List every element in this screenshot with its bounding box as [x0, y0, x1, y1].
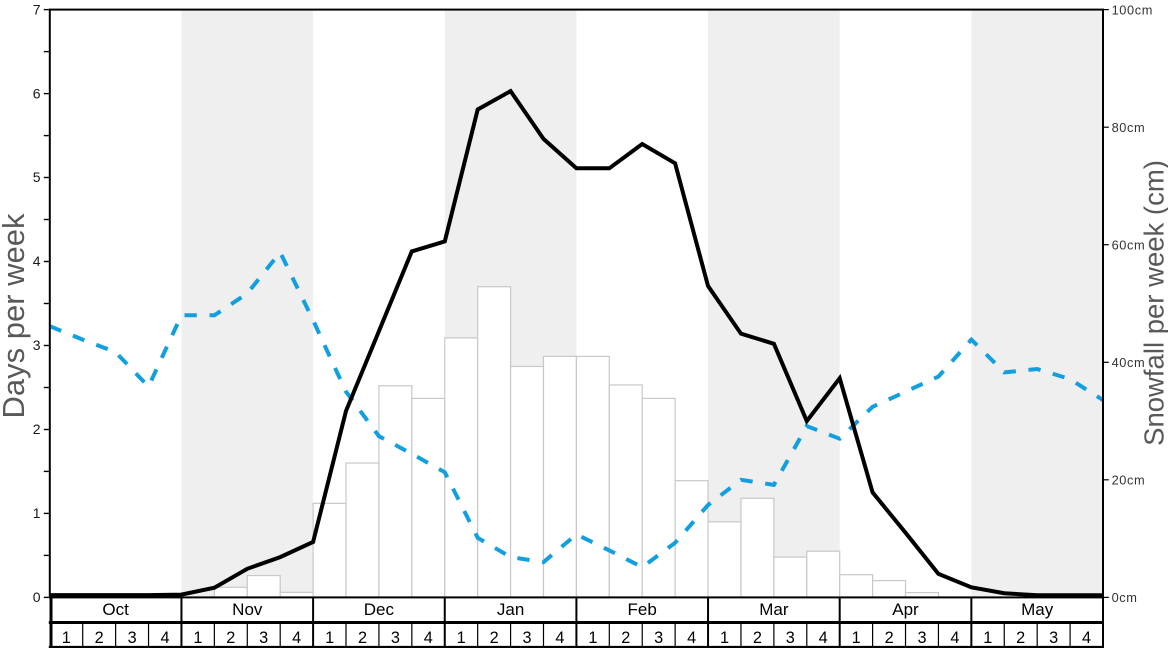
svg-text:3: 3 — [654, 629, 663, 647]
svg-text:3: 3 — [1049, 629, 1058, 647]
svg-text:60cm: 60cm — [1112, 238, 1146, 253]
svg-text:Nov: Nov — [232, 600, 263, 619]
svg-text:3: 3 — [391, 629, 400, 647]
svg-text:Days per week: Days per week — [0, 213, 31, 419]
svg-text:2: 2 — [95, 629, 104, 647]
svg-text:40cm: 40cm — [1112, 355, 1146, 370]
svg-text:Apr: Apr — [892, 600, 919, 619]
svg-text:Dec: Dec — [364, 600, 395, 619]
svg-text:4: 4 — [1082, 629, 1091, 647]
svg-text:80cm: 80cm — [1112, 120, 1146, 135]
svg-text:6: 6 — [33, 85, 41, 101]
svg-text:0: 0 — [33, 589, 41, 605]
svg-text:4: 4 — [687, 629, 696, 647]
svg-text:20cm: 20cm — [1112, 473, 1146, 488]
svg-text:Oct: Oct — [102, 600, 129, 619]
svg-text:2: 2 — [490, 629, 499, 647]
svg-text:4: 4 — [555, 629, 564, 647]
svg-text:7: 7 — [33, 1, 41, 17]
svg-text:2: 2 — [358, 629, 367, 647]
svg-text:2: 2 — [33, 421, 41, 437]
svg-text:1: 1 — [457, 629, 466, 647]
svg-text:Feb: Feb — [628, 600, 657, 619]
svg-text:1: 1 — [33, 505, 41, 521]
svg-text:2: 2 — [1016, 629, 1025, 647]
svg-text:1: 1 — [62, 629, 71, 647]
svg-text:4: 4 — [33, 253, 41, 269]
svg-text:3: 3 — [259, 629, 268, 647]
svg-text:1: 1 — [193, 629, 202, 647]
svg-text:3: 3 — [128, 629, 137, 647]
svg-text:4: 4 — [292, 629, 301, 647]
svg-text:1: 1 — [720, 629, 729, 647]
svg-text:4: 4 — [950, 629, 959, 647]
svg-text:4: 4 — [819, 629, 828, 647]
svg-text:2: 2 — [226, 629, 235, 647]
svg-text:Mar: Mar — [759, 600, 789, 619]
svg-text:0cm: 0cm — [1112, 590, 1138, 605]
svg-text:3: 3 — [33, 337, 41, 353]
svg-text:2: 2 — [621, 629, 630, 647]
svg-text:1: 1 — [983, 629, 992, 647]
svg-text:2: 2 — [885, 629, 894, 647]
svg-text:4: 4 — [424, 629, 433, 647]
svg-text:100cm: 100cm — [1112, 2, 1153, 17]
svg-text:Snowfall per week (cm): Snowfall per week (cm) — [1139, 160, 1168, 446]
svg-text:5: 5 — [33, 169, 41, 185]
svg-text:4: 4 — [160, 629, 169, 647]
svg-text:1: 1 — [588, 629, 597, 647]
svg-text:1: 1 — [852, 629, 861, 647]
svg-text:3: 3 — [522, 629, 531, 647]
svg-text:May: May — [1021, 600, 1054, 619]
svg-text:3: 3 — [917, 629, 926, 647]
svg-text:Jan: Jan — [497, 600, 524, 619]
svg-text:1: 1 — [325, 629, 334, 647]
svg-text:3: 3 — [786, 629, 795, 647]
svg-text:2: 2 — [753, 629, 762, 647]
